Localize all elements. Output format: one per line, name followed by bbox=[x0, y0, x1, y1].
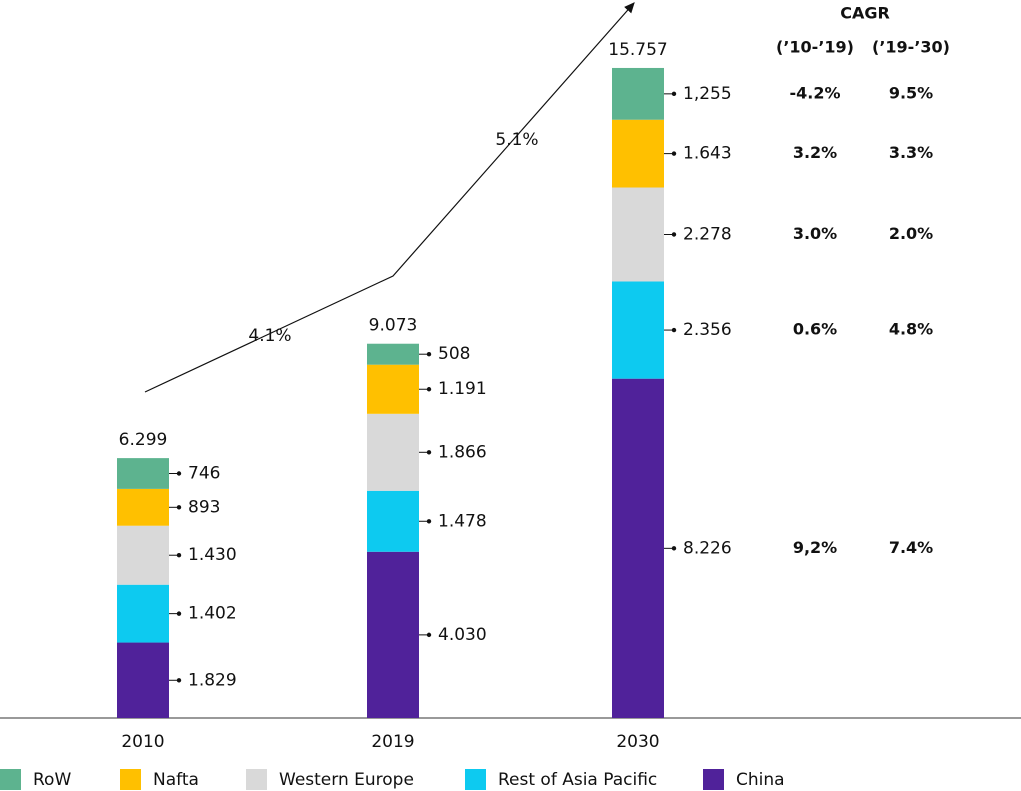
value-label: 1.402 bbox=[188, 604, 237, 624]
cagr-title: CAGR bbox=[840, 4, 890, 23]
bar-segment bbox=[367, 413, 419, 491]
bar-segment bbox=[367, 343, 419, 365]
label-dot bbox=[426, 450, 432, 455]
legend-label: Nafta bbox=[153, 770, 199, 790]
cagr-value: 7.4% bbox=[889, 538, 933, 557]
label-dot bbox=[426, 632, 432, 638]
total-label: 6.299 bbox=[119, 430, 168, 450]
value-label: 746 bbox=[188, 464, 220, 484]
cagr-value: 0.6% bbox=[793, 320, 837, 339]
label-dot bbox=[426, 352, 432, 357]
label-dot bbox=[426, 387, 432, 392]
cagr-value: -4.2% bbox=[789, 83, 840, 102]
cagr-value: 9,2% bbox=[793, 538, 837, 557]
legend-swatch bbox=[0, 769, 21, 790]
total-label: 15.757 bbox=[608, 40, 667, 60]
total-label: 9.073 bbox=[369, 316, 418, 336]
cagr-column: (’10-’19) bbox=[776, 38, 854, 57]
bar-segment bbox=[117, 642, 169, 718]
legend-swatch bbox=[703, 769, 724, 790]
label-dot bbox=[671, 327, 677, 333]
legend-label: China bbox=[736, 770, 785, 790]
x-tick-label: 2030 bbox=[616, 732, 659, 752]
value-label: 508 bbox=[438, 344, 470, 364]
bar-segment bbox=[612, 281, 664, 379]
cagr-value: 3.3% bbox=[889, 143, 933, 162]
label-dot bbox=[671, 151, 677, 156]
bar-segment bbox=[612, 378, 664, 718]
value-label: 1.478 bbox=[438, 511, 487, 531]
value-label: 2.356 bbox=[683, 320, 732, 340]
value-label: 1.643 bbox=[683, 144, 732, 164]
legend-swatch bbox=[465, 769, 486, 790]
bar-segment bbox=[117, 458, 169, 489]
value-label: 4.030 bbox=[438, 625, 487, 645]
label-dot bbox=[176, 553, 182, 558]
x-tick-label: 2019 bbox=[371, 732, 414, 752]
legend-label: Western Europe bbox=[279, 770, 414, 790]
value-label: 1.866 bbox=[438, 442, 487, 462]
bar-segment bbox=[612, 119, 664, 188]
legend-label: RoW bbox=[33, 770, 71, 790]
cagr-column: (’19-’30) bbox=[872, 38, 950, 57]
cagr-value: 9.5% bbox=[889, 83, 933, 102]
value-label: 2.278 bbox=[683, 224, 732, 244]
bar-segment bbox=[612, 187, 664, 282]
label-dot bbox=[426, 519, 432, 524]
value-label: 893 bbox=[188, 497, 220, 517]
growth-label: 4.1% bbox=[248, 326, 291, 346]
label-dot bbox=[176, 611, 182, 616]
legend-label: Rest of Asia Pacific bbox=[498, 770, 657, 790]
x-tick-label: 2010 bbox=[121, 732, 164, 752]
label-dot bbox=[176, 505, 182, 510]
value-label: 1.191 bbox=[438, 379, 487, 399]
growth-arrow bbox=[144, 2, 635, 393]
label-dot bbox=[671, 546, 677, 551]
value-label: 1.430 bbox=[188, 545, 237, 565]
cagr-value: 4.8% bbox=[889, 320, 933, 339]
bar-segment bbox=[612, 67, 664, 120]
legend-swatch bbox=[120, 769, 141, 790]
bar-segment bbox=[367, 364, 419, 414]
legend-swatch bbox=[246, 769, 267, 790]
bar-segment bbox=[367, 490, 419, 552]
label-dot bbox=[671, 232, 677, 237]
bar-segment bbox=[367, 551, 419, 718]
cagr-value: 3.2% bbox=[793, 143, 837, 162]
label-dot bbox=[176, 471, 182, 476]
cagr-value: 3.0% bbox=[793, 224, 837, 243]
value-label: 8.226 bbox=[683, 538, 732, 558]
bar-segment bbox=[117, 525, 169, 585]
growth-label: 5.1% bbox=[495, 130, 538, 150]
label-dot bbox=[176, 678, 182, 683]
label-dot bbox=[671, 91, 677, 97]
value-label: 1.829 bbox=[188, 670, 237, 690]
cagr-value: 2.0% bbox=[889, 224, 933, 243]
value-label: 1,255 bbox=[683, 84, 732, 104]
bar-segment bbox=[117, 584, 169, 643]
bar-segment bbox=[117, 488, 169, 526]
